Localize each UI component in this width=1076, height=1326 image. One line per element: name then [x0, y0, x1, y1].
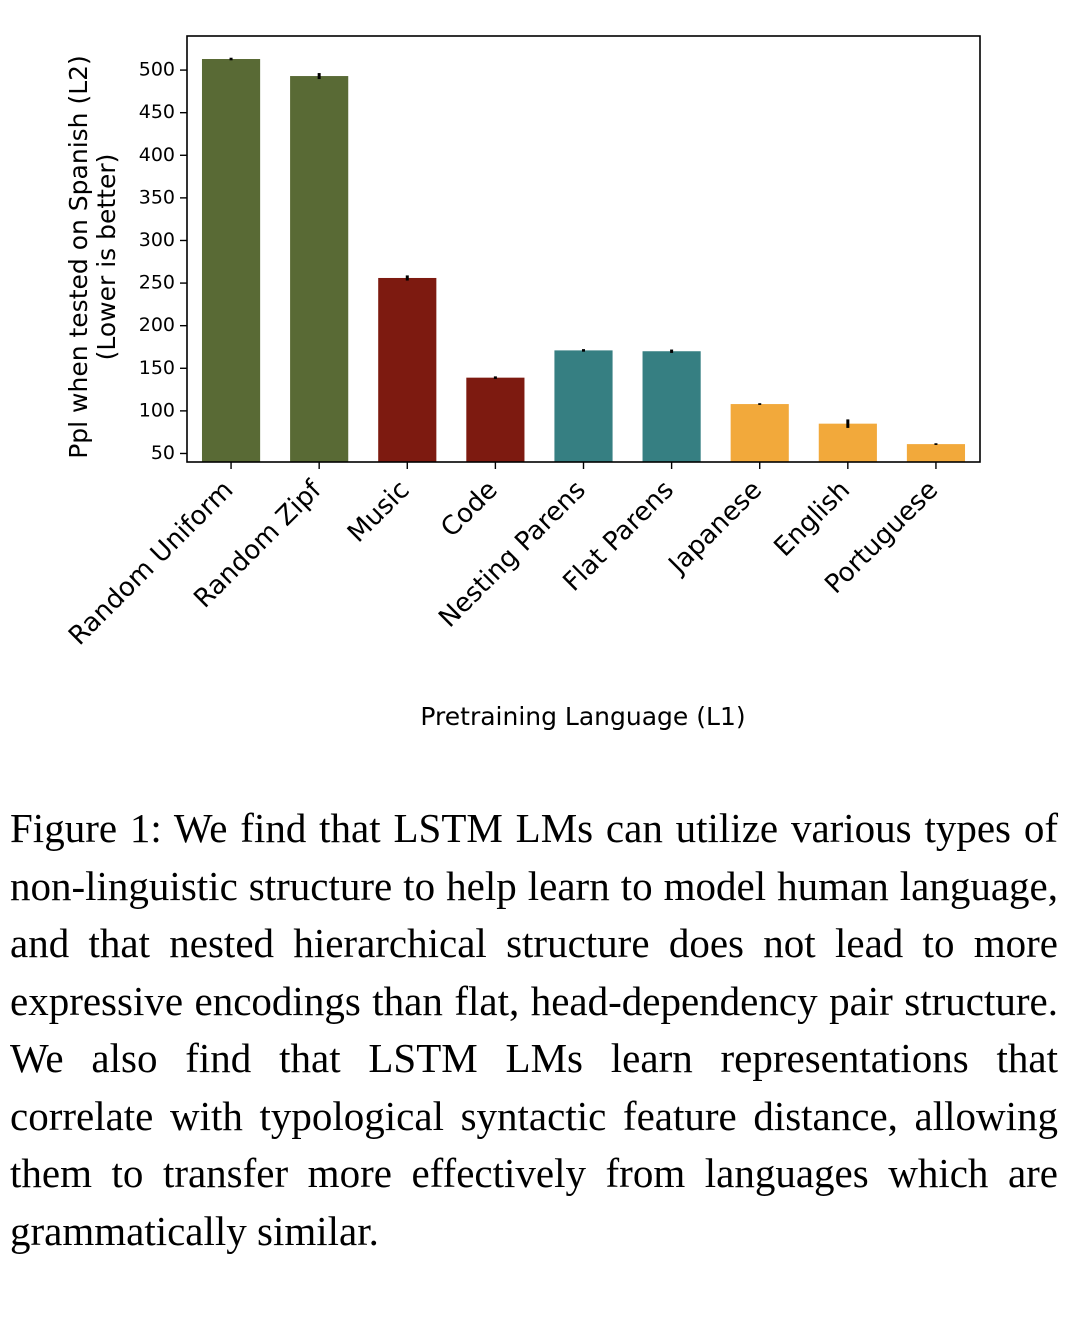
y-tick-label: 200 [139, 314, 175, 336]
y-tick-label: 250 [139, 272, 175, 294]
bar [554, 350, 613, 462]
bar [201, 59, 261, 463]
bars-group [201, 59, 966, 463]
y-tick-label: 150 [139, 357, 175, 379]
y-axis-label-line-1: Ppl when tested on Spanish (L2) [64, 55, 93, 459]
bar [378, 277, 437, 462]
bar [290, 76, 349, 462]
bar [818, 423, 877, 462]
y-tick-label: 350 [139, 186, 175, 208]
bar [730, 404, 789, 462]
bar [906, 444, 966, 462]
x-tick-label: Nesting Parens [433, 475, 592, 634]
y-tick-label: 100 [139, 399, 175, 421]
x-axis-label: Pretraining Language (L1) [420, 702, 745, 731]
y-tick-label: 400 [139, 144, 175, 166]
bar [466, 377, 525, 462]
y-tick-label: 500 [139, 59, 175, 81]
y-tick-label: 450 [139, 101, 175, 123]
x-tick-label: Random Uniform [63, 475, 239, 651]
y-axis-label-line-2: (Lower is better) [92, 154, 121, 361]
x-tick-label: Code [435, 475, 503, 543]
x-tick-label: English [768, 475, 856, 563]
x-tick-label: Music [342, 475, 416, 549]
error-bars-group [229, 57, 938, 445]
y-axis: 50 100 150 200 250 300 350 400 450 500 [139, 59, 187, 464]
bar-chart: 50 100 150 200 250 300 350 400 450 500 Random Uni… [63, 35, 981, 731]
y-tick-label: 300 [139, 229, 175, 251]
y-tick-label: 50 [151, 442, 175, 464]
bar [642, 351, 701, 462]
figure-caption: Figure 1: We find that LSTM LMs can util… [10, 805, 1058, 1254]
x-tick-label: Japanese [662, 475, 768, 581]
